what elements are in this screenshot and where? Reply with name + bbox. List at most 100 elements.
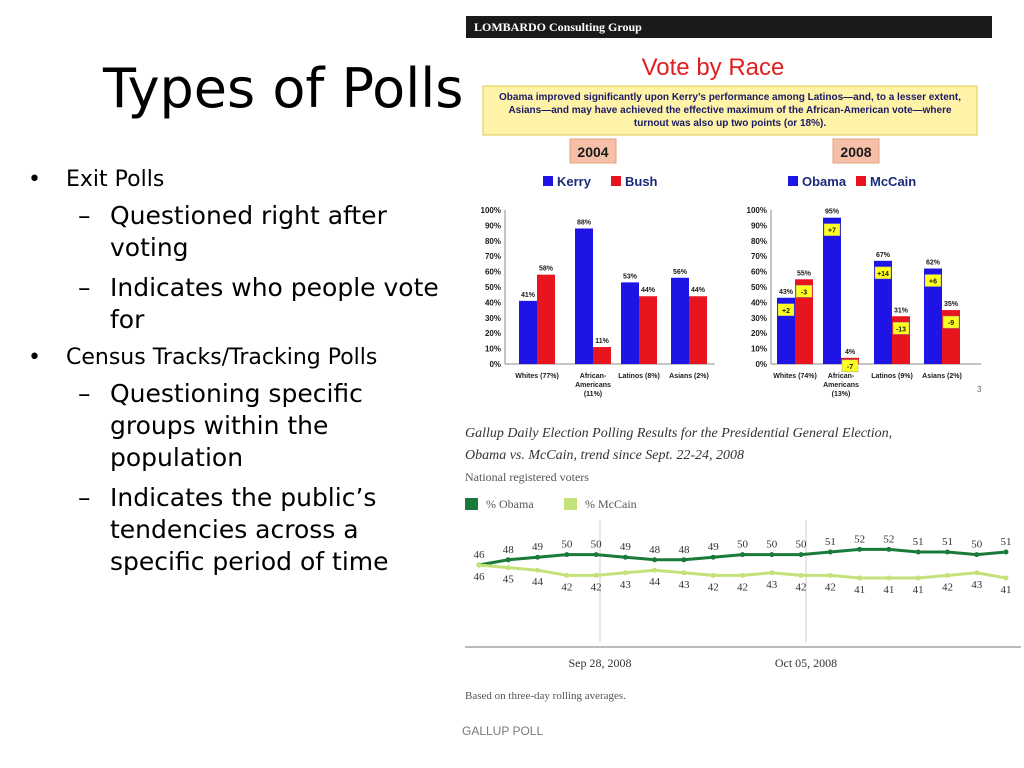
data-point: [974, 570, 980, 576]
data-point: [652, 557, 658, 563]
y-tick-label: 40%: [751, 298, 767, 307]
data-value-label: 43: [620, 579, 632, 591]
data-point: [944, 549, 950, 555]
data-value-label: 45: [503, 574, 515, 586]
bar-value-label: 4%: [845, 349, 856, 356]
chart-title: Vote by Race: [642, 54, 785, 81]
bar-kerry: [671, 277, 689, 364]
data-point: [710, 572, 716, 578]
legend-label-obama: % Obama: [486, 497, 534, 511]
data-value-label: 49: [708, 541, 720, 553]
data-value-label: 41: [1001, 584, 1012, 596]
bar-value-label: 43%: [779, 289, 794, 296]
y-tick-label: 0%: [755, 360, 767, 369]
change-label: +6: [929, 279, 937, 286]
legend-swatch: [611, 176, 621, 186]
data-point: [798, 552, 804, 558]
gallup-title-line: Gallup Daily Election Polling Results fo…: [465, 426, 892, 441]
panel-2008: 2008 Obama McCain 0% 10% 20% 30% 40% 50% 60% 70% 80…: [747, 138, 981, 398]
data-point: [652, 567, 658, 573]
gallup-footnote: Based on three-day rolling averages.: [465, 690, 626, 702]
change-badge: [841, 359, 859, 373]
bullet-exit-polls: • Exit Polls: [28, 166, 448, 194]
data-value-label: 48: [649, 544, 661, 556]
category-label: Latinos (9%): [871, 373, 913, 380]
y-tick-label: 80%: [751, 237, 767, 246]
legend-label: Kerry: [557, 174, 592, 189]
y-tick-label: 70%: [751, 252, 767, 261]
data-value-label: 52: [854, 533, 865, 545]
bar-value-label: 35%: [944, 301, 959, 308]
change-label: -9: [948, 320, 954, 327]
legend-swatch: [856, 176, 866, 186]
data-value-label: 50: [591, 539, 603, 551]
data-value-label: 48: [678, 544, 690, 556]
data-point: [1003, 575, 1009, 581]
data-value-label: 46: [474, 571, 486, 583]
data-value-label: 50: [766, 539, 778, 551]
bar-value-label: 95%: [825, 209, 840, 216]
legend-label: Bush: [625, 174, 658, 189]
data-point: [740, 552, 745, 558]
bar-value-label: 44%: [641, 287, 656, 294]
data-point: [769, 570, 775, 576]
change-badge: [942, 315, 960, 329]
data-point: [1003, 549, 1009, 555]
bar-value-label: 58%: [539, 266, 554, 273]
data-point: [564, 552, 570, 558]
vote-by-race-panel: LOMBARDO Consulting Group Vote by Race O…: [466, 16, 992, 401]
category-label: (13%): [832, 391, 851, 398]
x-tick-label: Sep 28, 2008: [569, 656, 632, 670]
category-label: African-: [828, 373, 855, 380]
y-tick-label: 30%: [751, 314, 767, 323]
legend-label-mccain: % McCain: [585, 497, 637, 511]
y-tick-label: 20%: [485, 329, 501, 338]
y-tick-label: 20%: [751, 329, 767, 338]
sub-bullet-text: Questioning specific groups within the p…: [110, 379, 363, 472]
data-point: [622, 570, 628, 576]
bar-bush: [593, 347, 611, 364]
bar-value-label: 67%: [876, 252, 891, 259]
bar-obama: [924, 268, 942, 364]
data-point: [798, 572, 804, 578]
data-value-label: 42: [708, 581, 719, 593]
data-point: [827, 549, 833, 555]
data-value-label: 42: [561, 581, 572, 593]
category-label: Asians (2%): [922, 373, 962, 380]
bullet-tracking-polls: • Census Tracks/Tracking Polls: [28, 344, 448, 372]
data-value-label: 44: [532, 576, 544, 588]
data-value-label: 41: [883, 584, 894, 596]
data-value-label: 48: [503, 544, 515, 556]
bar-value-label: 41%: [521, 292, 536, 299]
bar-value-label: 31%: [894, 307, 909, 314]
data-value-label: 51: [942, 536, 953, 548]
data-point: [827, 572, 833, 578]
gallup-tracking-panel: Gallup Daily Election Polling Results fo…: [462, 420, 1024, 750]
year-label: 2008: [840, 144, 871, 160]
data-value-label: 44: [649, 576, 661, 588]
bullet-dot: •: [28, 345, 41, 370]
data-point: [681, 570, 687, 576]
y-tick-label: 80%: [485, 237, 501, 246]
bar-value-label: 55%: [797, 270, 812, 277]
x-tick-label: Oct 05, 2008: [775, 656, 837, 670]
data-point: [857, 546, 863, 552]
data-point: [915, 575, 921, 581]
category-label: African-: [580, 373, 607, 380]
bar-value-label: 56%: [673, 269, 688, 276]
y-tick-label: 10%: [485, 345, 501, 354]
gallup-title-line: Obama vs. McCain, trend since Sept. 22-2…: [465, 448, 744, 463]
y-tick-label: 90%: [751, 221, 767, 230]
category-label: Latinos (8%): [618, 373, 660, 380]
legend-swatch-mccain: [564, 498, 577, 510]
y-tick-label: 50%: [485, 283, 501, 292]
data-value-label: 51: [913, 536, 924, 548]
data-value-label: 46: [474, 549, 486, 561]
bar-bush: [537, 274, 555, 364]
data-value-label: 42: [942, 581, 953, 593]
bar-value-label: 88%: [577, 219, 592, 226]
bar-kerry: [575, 228, 593, 364]
data-point: [564, 572, 570, 578]
year-label: 2004: [577, 144, 608, 160]
change-label: +7: [828, 228, 836, 235]
